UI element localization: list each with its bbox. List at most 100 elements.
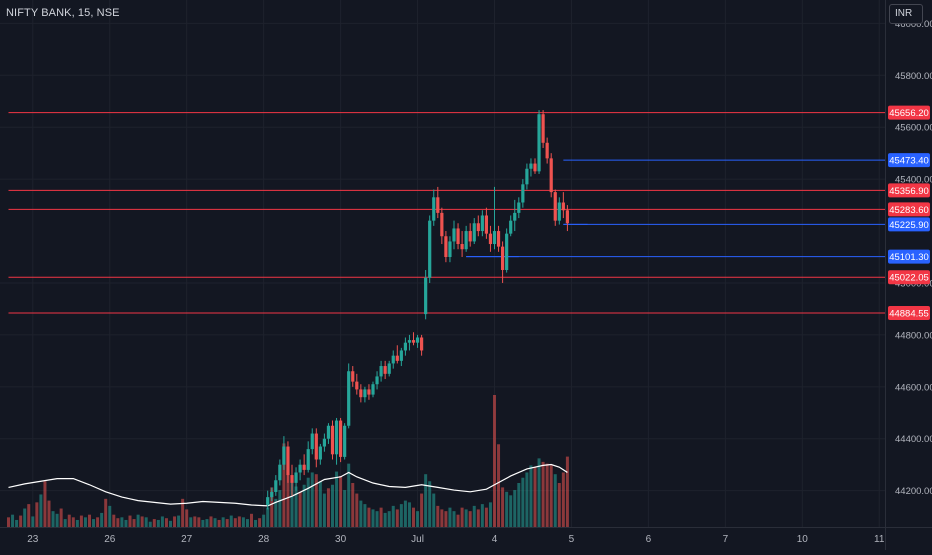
volume-bar [395, 509, 399, 527]
volume-bar [152, 519, 156, 527]
candle-body[interactable] [379, 366, 383, 377]
candle-body[interactable] [501, 246, 505, 270]
candle-body[interactable] [278, 464, 282, 481]
candle-body[interactable] [452, 228, 456, 242]
volume-bar [424, 474, 428, 527]
price-level-badge: 45656.20 [888, 105, 930, 120]
volume-bar [254, 519, 258, 527]
candle-body[interactable] [403, 342, 407, 351]
candle-body[interactable] [415, 337, 420, 343]
candle-body[interactable] [298, 464, 302, 473]
candle-body[interactable] [322, 438, 326, 447]
volume-bar [383, 512, 387, 527]
candle-body[interactable] [383, 366, 387, 374]
candle-body[interactable] [557, 202, 561, 221]
volume-bar [59, 508, 63, 527]
candle-body[interactable] [541, 114, 545, 143]
candle-body[interactable] [367, 389, 371, 395]
volume-bar [302, 484, 306, 527]
candle-body[interactable] [464, 231, 468, 250]
candle-body[interactable] [440, 212, 444, 237]
candle-body[interactable] [492, 231, 497, 245]
candle-body[interactable] [488, 233, 493, 245]
candle-body[interactable] [282, 446, 286, 465]
candle-body[interactable] [395, 355, 399, 361]
candle-body[interactable] [391, 355, 395, 364]
volume-bar [326, 488, 330, 527]
candle-body[interactable] [334, 420, 339, 455]
time-tick-label: 7 [723, 534, 729, 545]
candle-body[interactable] [432, 197, 436, 221]
candle-body[interactable] [529, 163, 533, 169]
candle-body[interactable] [420, 337, 424, 351]
candle-body[interactable] [525, 168, 529, 185]
candle-body[interactable] [363, 389, 367, 398]
candle-body[interactable] [274, 480, 278, 492]
candle-body[interactable] [565, 210, 569, 224]
candle-body[interactable] [339, 420, 343, 457]
candle-body[interactable] [436, 197, 440, 213]
candle-body[interactable] [355, 381, 359, 390]
candle-body[interactable] [480, 215, 484, 232]
candle-body[interactable] [407, 340, 412, 343]
candle-body[interactable] [266, 497, 270, 505]
time-tick-label: 5 [569, 534, 575, 545]
candle-body[interactable] [314, 433, 318, 460]
candle-body[interactable] [411, 340, 416, 343]
candle-body[interactable] [310, 433, 314, 450]
symbol-title[interactable]: NIFTY BANK, 15, NSE [6, 7, 120, 19]
candle-body[interactable] [326, 425, 331, 439]
volume-bar [472, 505, 476, 527]
candle-body[interactable] [537, 114, 541, 172]
candle-body[interactable] [387, 363, 391, 374]
candle-body[interactable] [371, 384, 375, 395]
candle-body[interactable] [517, 202, 521, 213]
candle-body[interactable] [521, 184, 525, 203]
candlesticks[interactable] [266, 110, 569, 510]
candle-body[interactable] [509, 220, 513, 234]
candle-body[interactable] [505, 233, 509, 270]
price-level-badge: 44884.55 [888, 305, 930, 320]
candle-body[interactable] [343, 425, 347, 457]
candle-body[interactable] [444, 236, 448, 258]
candle-body[interactable] [330, 425, 335, 455]
candle-body[interactable] [553, 192, 557, 221]
candle-body[interactable] [460, 244, 464, 250]
candle-body[interactable] [513, 212, 517, 221]
candle-body[interactable] [456, 228, 460, 245]
volume-bar [274, 498, 278, 527]
candle-body[interactable] [448, 241, 452, 258]
horizontal-levels[interactable] [8, 112, 886, 314]
candle-body[interactable] [347, 371, 351, 426]
candle-body[interactable] [302, 464, 306, 470]
currency-selector[interactable]: INR [889, 4, 923, 24]
candle-body[interactable] [270, 491, 274, 498]
candle-body[interactable] [375, 376, 379, 385]
candle-body[interactable] [549, 158, 553, 193]
price-level-badge-bg [888, 249, 930, 264]
candle-body[interactable] [424, 277, 428, 315]
candle-body[interactable] [533, 163, 537, 172]
candle-body[interactable] [468, 231, 472, 242]
candle-body[interactable] [399, 350, 403, 361]
candle-body[interactable] [428, 220, 432, 278]
volume-bar [318, 481, 322, 527]
volume-bar [221, 517, 225, 527]
candle-body[interactable] [318, 446, 322, 460]
candle-body[interactable] [286, 446, 290, 476]
candle-body[interactable] [351, 371, 355, 382]
candle-body[interactable] [545, 142, 549, 159]
candle-body[interactable] [294, 472, 298, 483]
time-axis[interactable]: 23 26 27 28 30 Jul 4 5 6 7 10 11 [27, 534, 885, 545]
candle-body[interactable] [484, 215, 488, 234]
candle-body[interactable] [290, 475, 294, 483]
candle-body[interactable] [306, 449, 310, 470]
candle-body[interactable] [359, 389, 363, 398]
candle-body[interactable] [561, 202, 565, 211]
candle-body[interactable] [476, 223, 480, 232]
candle-body[interactable] [496, 231, 501, 247]
volume-bar [79, 515, 83, 527]
candle-body[interactable] [472, 223, 476, 242]
